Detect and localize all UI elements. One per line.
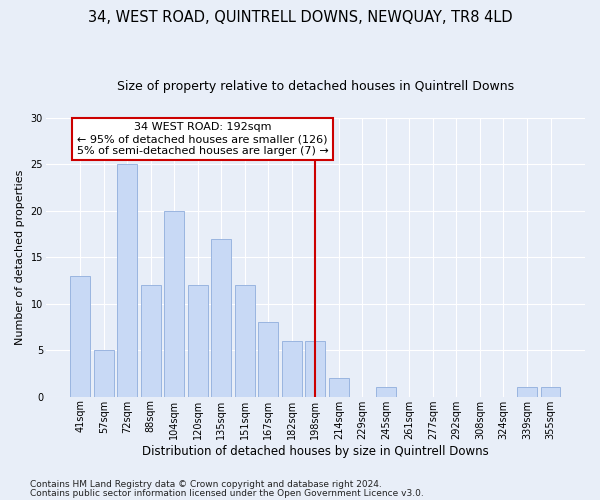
- Text: Contains HM Land Registry data © Crown copyright and database right 2024.: Contains HM Land Registry data © Crown c…: [30, 480, 382, 489]
- X-axis label: Distribution of detached houses by size in Quintrell Downs: Distribution of detached houses by size …: [142, 444, 489, 458]
- Bar: [259, 322, 278, 396]
- Text: 34, WEST ROAD, QUINTRELL DOWNS, NEWQUAY, TR8 4LD: 34, WEST ROAD, QUINTRELL DOWNS, NEWQUAY,…: [88, 10, 512, 25]
- Bar: [141, 285, 161, 397]
- Bar: [188, 285, 208, 397]
- Bar: [329, 378, 349, 396]
- Bar: [94, 350, 114, 397]
- Text: Contains public sector information licensed under the Open Government Licence v3: Contains public sector information licen…: [30, 488, 424, 498]
- Bar: [118, 164, 137, 396]
- Title: Size of property relative to detached houses in Quintrell Downs: Size of property relative to detached ho…: [117, 80, 514, 93]
- Bar: [305, 341, 325, 396]
- Bar: [517, 388, 537, 396]
- Bar: [70, 276, 91, 396]
- Bar: [541, 388, 560, 396]
- Bar: [235, 285, 255, 397]
- Bar: [164, 210, 184, 396]
- Bar: [211, 238, 232, 396]
- Y-axis label: Number of detached properties: Number of detached properties: [15, 170, 25, 345]
- Bar: [282, 341, 302, 396]
- Text: 34 WEST ROAD: 192sqm
← 95% of detached houses are smaller (126)
5% of semi-detac: 34 WEST ROAD: 192sqm ← 95% of detached h…: [77, 122, 328, 156]
- Bar: [376, 388, 396, 396]
